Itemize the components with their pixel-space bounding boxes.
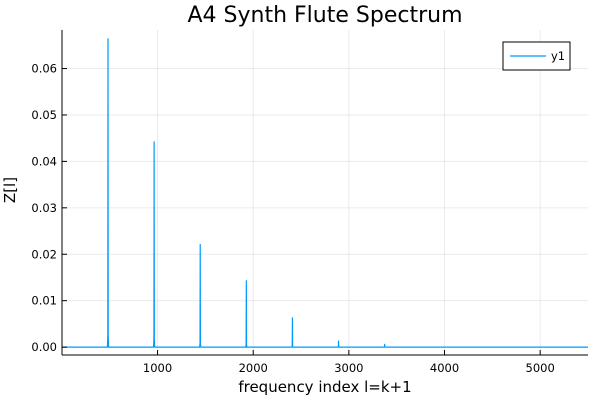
x-tick-label: 5000 — [526, 361, 555, 375]
y-tick-label: 0.03 — [31, 201, 57, 215]
y-tick-label: 0.06 — [31, 62, 57, 76]
x-tick-label: 2000 — [239, 361, 268, 375]
x-tick-label: 1000 — [143, 361, 172, 375]
x-tick-label: 4000 — [430, 361, 459, 375]
y-tick-label: 0.04 — [31, 154, 57, 168]
series-line-y1 — [62, 38, 588, 348]
y-tick-label: 0.05 — [31, 108, 57, 122]
y-tick-label: 0.00 — [31, 340, 57, 354]
y-ticks: 0.00 0.01 0.02 0.03 0.04 0.05 0.06 — [31, 62, 67, 354]
y-axis-label: Z[l] — [1, 177, 19, 203]
legend-label-y1: y1 — [551, 49, 565, 63]
x-axis-label: frequency index l=k+1 — [238, 378, 411, 396]
x-grid — [157, 30, 541, 355]
y-tick-label: 0.02 — [31, 247, 57, 261]
x-tick-label: 3000 — [334, 361, 363, 375]
legend: y1 — [502, 41, 571, 71]
x-ticks: 1000 2000 3000 4000 5000 — [143, 350, 555, 375]
chart-title: A4 Synth Flute Spectrum — [188, 3, 463, 28]
y-tick-label: 0.01 — [31, 294, 57, 308]
